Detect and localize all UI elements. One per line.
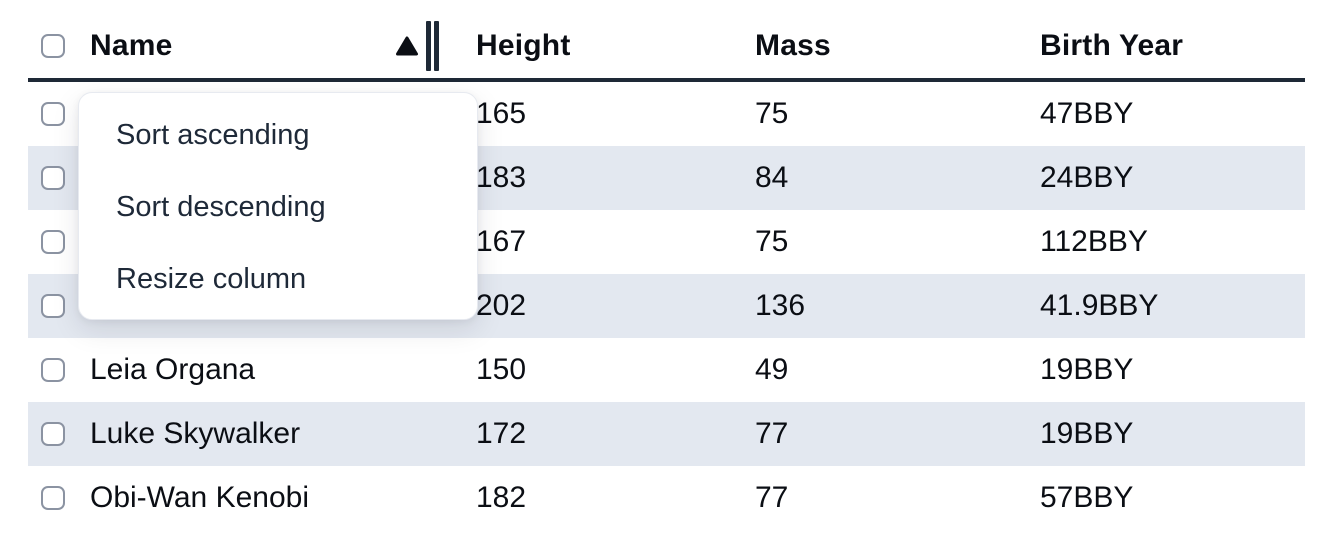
cell-birth-year: 41.9BBY — [1040, 289, 1159, 322]
cell-height: 202 — [476, 289, 527, 322]
cell-mass: 84 — [755, 161, 789, 194]
cell-mass: 49 — [755, 353, 789, 386]
cell-mass: 75 — [755, 97, 789, 130]
cell-height: 167 — [476, 225, 527, 258]
table-row: 167 75 112BBY — [28, 210, 1305, 274]
row-checkbox[interactable] — [41, 294, 65, 318]
cell-birth-year: 24BBY — [1040, 161, 1134, 194]
table-row: Obi-Wan Kenobi 182 77 57BBY — [28, 466, 1305, 512]
column-header-mass[interactable]: Mass — [755, 29, 831, 62]
table-row: 165 75 47BBY — [28, 82, 1305, 146]
cell-height: 172 — [476, 417, 527, 450]
cell-name: Luke Skywalker — [90, 417, 301, 450]
cell-birth-year: 112BBY — [1040, 225, 1148, 258]
cell-height: 165 — [476, 97, 527, 130]
menu-item-resize-column[interactable]: Resize column — [116, 262, 307, 295]
column-header-name[interactable]: Name — [90, 21, 476, 71]
cell-height: 183 — [476, 161, 527, 194]
row-checkbox[interactable] — [41, 486, 65, 510]
row-checkbox[interactable] — [41, 422, 65, 446]
column-resize-handle[interactable] — [426, 21, 439, 71]
column-header-height[interactable]: Height — [476, 29, 571, 62]
row-checkbox[interactable] — [41, 230, 65, 254]
row-checkbox[interactable] — [41, 358, 65, 382]
table-row: Luke Skywalker 172 77 19BBY — [28, 402, 1305, 466]
cell-birth-year: 19BBY — [1040, 417, 1134, 450]
table-row: Leia Organa 150 49 19BBY — [28, 338, 1305, 402]
cell-birth-year: 19BBY — [1040, 353, 1134, 386]
header-icons — [395, 21, 439, 71]
sort-ascending-icon — [395, 35, 419, 57]
context-menu: Sort ascending Sort descending Resize co… — [78, 92, 478, 320]
column-label-name: Name — [90, 29, 173, 62]
cell-height: 150 — [476, 353, 527, 386]
table-row: 202 136 41.9BBY — [28, 274, 1305, 338]
cell-name: Leia Organa — [90, 353, 256, 386]
cell-birth-year: 47BBY — [1040, 97, 1134, 130]
column-header-birth-year[interactable]: Birth Year — [1040, 29, 1184, 62]
menu-item-sort-descending[interactable]: Sort descending — [116, 190, 326, 223]
cell-height: 182 — [476, 481, 527, 512]
row-checkbox[interactable] — [41, 166, 65, 190]
cell-mass: 77 — [755, 481, 789, 512]
menu-item-sort-ascending[interactable]: Sort ascending — [116, 118, 310, 151]
header-checkbox-cell — [28, 34, 90, 58]
select-all-checkbox[interactable] — [41, 34, 65, 58]
cell-mass: 75 — [755, 225, 789, 258]
cell-mass: 136 — [755, 289, 806, 322]
cell-mass: 77 — [755, 417, 789, 450]
cell-birth-year: 57BBY — [1040, 481, 1134, 512]
table-header-row: Name Height Mass Birth Year — [28, 0, 1305, 82]
row-checkbox[interactable] — [41, 102, 65, 126]
cell-name: Obi-Wan Kenobi — [90, 481, 309, 512]
